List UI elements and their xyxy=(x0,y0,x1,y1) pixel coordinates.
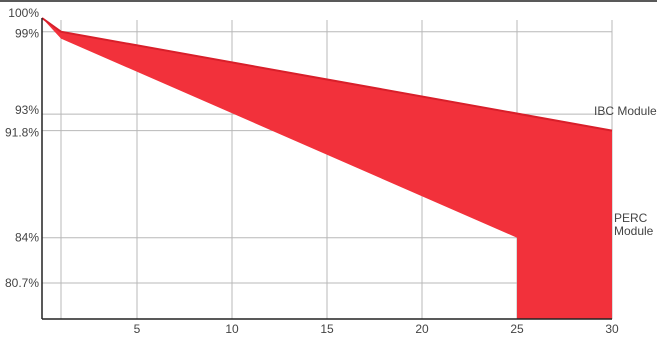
series-label-perc-module: PERC Module xyxy=(614,211,654,238)
y-tick-label-2: 93% xyxy=(15,103,39,117)
y-tick-label-0: 100% xyxy=(8,6,39,20)
x-tick-labels: 5 10 15 20 25 30 xyxy=(134,322,619,336)
y-tick-label-5: 80.7% xyxy=(5,276,39,290)
series-label-ibc-module: IBC Module xyxy=(594,104,657,118)
degradation-gap-area xyxy=(41,17,613,319)
x-tick-label-3: 20 xyxy=(415,322,429,336)
ibc-module-line xyxy=(41,17,613,132)
series-labels: IBC Module PERC Module xyxy=(594,104,657,238)
x-tick-label-2: 15 xyxy=(320,322,334,336)
degradation-gap-fill xyxy=(42,18,612,319)
x-tick-label-5: 30 xyxy=(605,322,619,336)
series-label-perc-line-1: PERC xyxy=(614,211,648,225)
x-tick-label-4: 25 xyxy=(510,322,524,336)
y-tick-labels: 100% 99% 93% 91.8% 84% 80.7% xyxy=(5,6,39,290)
grid xyxy=(42,20,613,319)
x-tick-label-0: 5 xyxy=(134,322,141,336)
axes xyxy=(0,0,657,320)
series-label-perc-line-2: Module xyxy=(614,224,654,238)
x-tick-label-1: 10 xyxy=(225,322,239,336)
y-tick-label-1: 99% xyxy=(15,27,39,41)
y-tick-label-3: 91.8% xyxy=(5,126,39,140)
y-tick-label-4: 84% xyxy=(15,231,39,245)
